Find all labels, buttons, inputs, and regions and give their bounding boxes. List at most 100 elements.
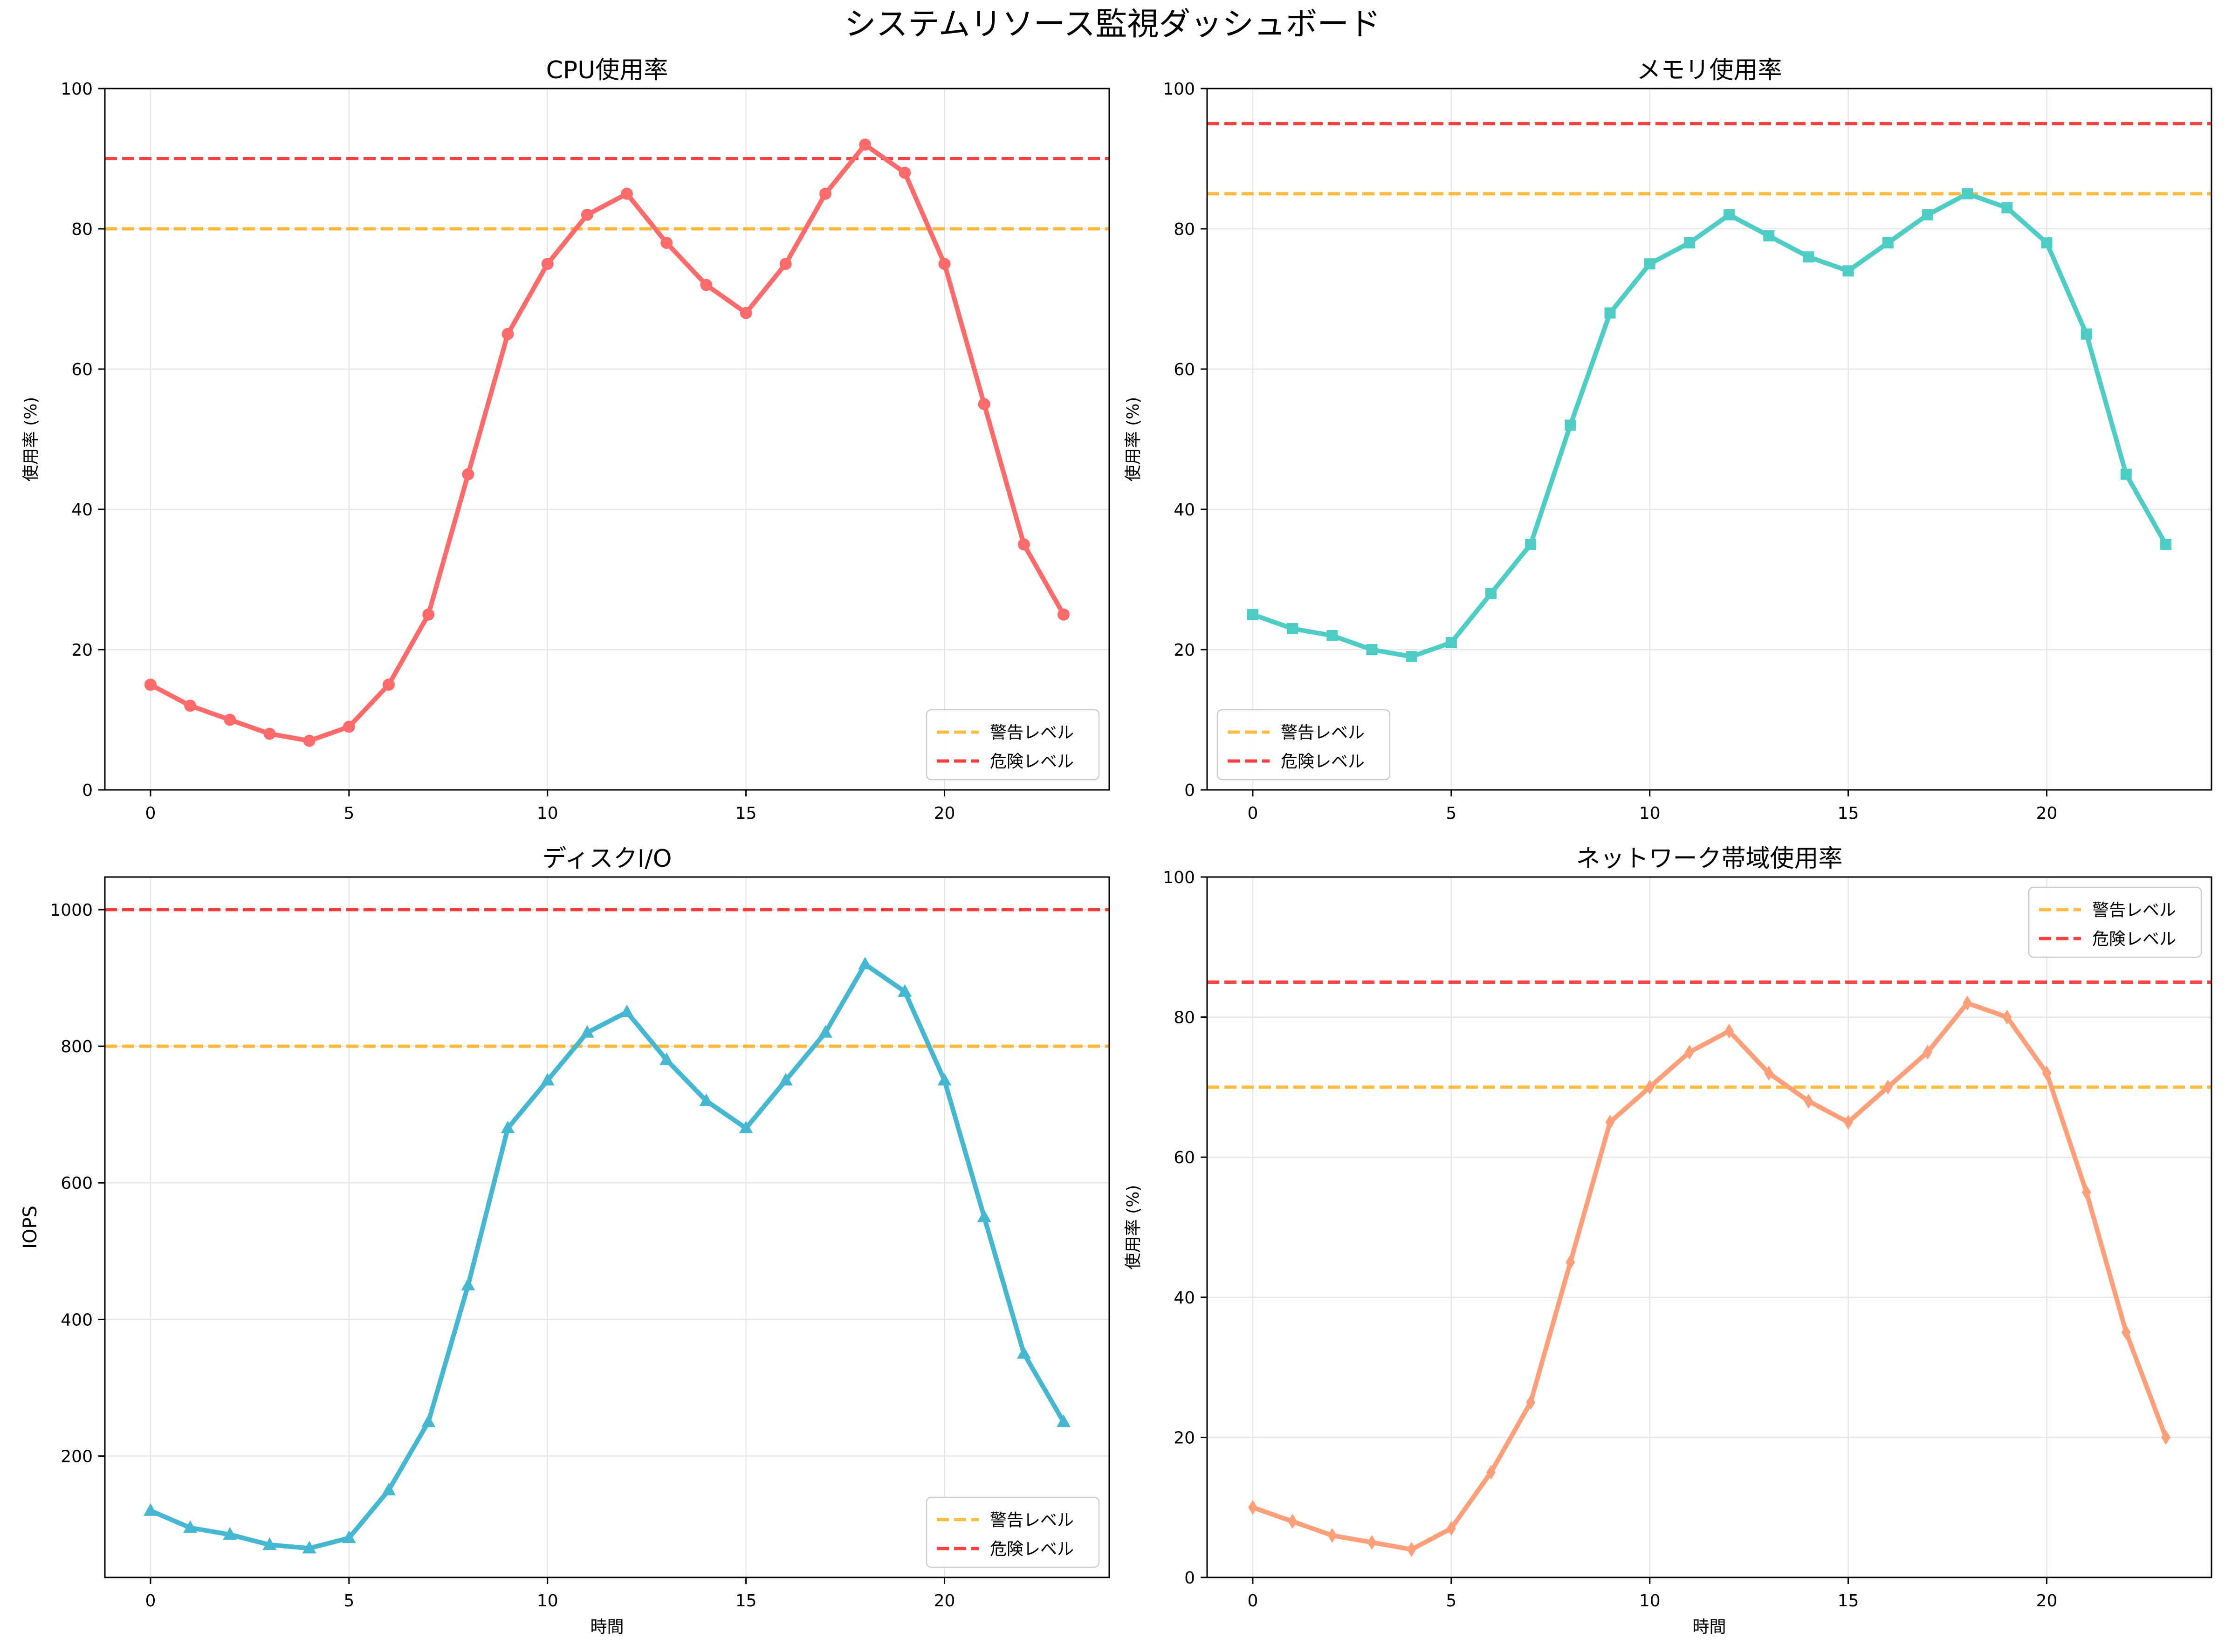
data-point bbox=[2041, 237, 2053, 249]
data-point bbox=[1406, 651, 1417, 663]
data-point bbox=[1843, 1115, 1853, 1130]
x-tick-label: 0 bbox=[145, 1591, 156, 1611]
data-point bbox=[2081, 1185, 2091, 1200]
legend-warning-label: 警告レベル bbox=[990, 1511, 1074, 1530]
x-tick-label: 10 bbox=[537, 1591, 558, 1611]
data-point bbox=[899, 166, 911, 179]
y-axis-label: 使用率 (%) bbox=[21, 397, 41, 482]
data-point bbox=[1922, 209, 1933, 220]
data-point bbox=[343, 720, 355, 733]
axes-frame bbox=[1206, 876, 2212, 1578]
x-tick-label: 20 bbox=[934, 1591, 955, 1611]
data-point bbox=[819, 187, 831, 200]
y-axis-label: 使用率 (%) bbox=[1124, 1185, 1143, 1270]
data-point bbox=[1923, 1044, 1932, 1060]
data-point bbox=[937, 1073, 952, 1086]
legend-danger-label: 危険レベル bbox=[990, 752, 1074, 771]
data-point bbox=[659, 1052, 674, 1065]
data-point bbox=[1327, 1528, 1337, 1543]
legend-danger-label: 危険レベル bbox=[990, 1540, 1074, 1559]
data-point bbox=[1644, 258, 1655, 270]
dashboard-title: システムリソース監視ダッシュボード bbox=[845, 6, 1381, 43]
legend-danger-label: 危険レベル bbox=[2092, 930, 2176, 949]
data-point bbox=[978, 398, 990, 411]
y-tick-label: 60 bbox=[71, 360, 93, 379]
chart-panel-3: 0 5 10 15 20 200 400 600 800 1000 ディスクI/O IOPS 時間 警告レ… bbox=[20, 845, 1110, 1637]
x-tick-label: 5 bbox=[1446, 1591, 1456, 1611]
data-point bbox=[183, 1520, 198, 1533]
data-point bbox=[1683, 237, 1695, 249]
data-point bbox=[1684, 1044, 1694, 1060]
data-point bbox=[1882, 237, 1894, 249]
x-tick-label: 20 bbox=[2036, 804, 2058, 823]
y-tick-label: 20 bbox=[1174, 1428, 1195, 1447]
y-tick-label: 100 bbox=[61, 80, 93, 99]
data-point bbox=[1367, 1535, 1377, 1550]
data-point bbox=[938, 258, 951, 270]
data-point bbox=[859, 138, 872, 151]
data-point bbox=[382, 1482, 396, 1495]
data-point bbox=[977, 1209, 991, 1222]
data-point bbox=[1566, 1254, 1575, 1270]
y-tick-label: 800 bbox=[61, 1037, 93, 1056]
data-point bbox=[581, 208, 593, 221]
data-point bbox=[2121, 1324, 2131, 1340]
chart-title: CPU使用率 bbox=[546, 56, 668, 84]
data-point bbox=[461, 1278, 475, 1291]
data-point bbox=[2002, 1009, 2012, 1025]
axes-frame bbox=[104, 88, 1110, 791]
data-point bbox=[1446, 1521, 1456, 1536]
data-point bbox=[342, 1530, 356, 1543]
data-point bbox=[660, 237, 673, 249]
data-point bbox=[421, 1414, 436, 1427]
data-point bbox=[1326, 630, 1338, 641]
data-point bbox=[1963, 995, 1972, 1011]
data-point bbox=[1486, 1465, 1496, 1480]
data-point bbox=[1247, 609, 1258, 620]
data-point bbox=[1803, 251, 1814, 263]
x-axis-label: 時間 bbox=[1692, 1618, 1726, 1637]
x-tick-label: 5 bbox=[343, 1591, 354, 1611]
data-point bbox=[1764, 1065, 1774, 1081]
legend-box bbox=[926, 709, 1100, 781]
data-point bbox=[740, 307, 752, 319]
data-point bbox=[1485, 588, 1497, 599]
data-point bbox=[739, 1120, 753, 1133]
data-point bbox=[1724, 1023, 1734, 1039]
data-point bbox=[620, 1004, 634, 1017]
data-point bbox=[1016, 1346, 1031, 1359]
data-point bbox=[383, 679, 395, 691]
series-line bbox=[148, 142, 1066, 743]
chart-title: メモリ使用率 bbox=[1636, 56, 1782, 84]
legend-danger-label: 危険レベル bbox=[1281, 752, 1365, 771]
series-line bbox=[1250, 1001, 2169, 1552]
data-point bbox=[1962, 188, 1973, 199]
data-point bbox=[1883, 1079, 1893, 1095]
axes-frame bbox=[1206, 88, 2212, 791]
y-tick-label: 80 bbox=[71, 220, 93, 239]
data-point bbox=[143, 1503, 158, 1516]
data-point bbox=[1724, 209, 1735, 220]
y-tick-label: 40 bbox=[71, 500, 93, 520]
data-point bbox=[223, 1527, 237, 1540]
data-point bbox=[262, 1537, 277, 1550]
y-tick-label: 200 bbox=[61, 1447, 93, 1466]
data-point bbox=[302, 1541, 316, 1554]
x-tick-label: 0 bbox=[1248, 1591, 1258, 1611]
legend-box bbox=[2028, 886, 2202, 958]
data-point bbox=[422, 608, 435, 621]
data-point bbox=[1842, 265, 1854, 277]
x-tick-label: 5 bbox=[1446, 804, 1456, 823]
y-tick-label: 400 bbox=[61, 1310, 93, 1330]
data-point bbox=[2160, 539, 2172, 550]
data-point bbox=[501, 1120, 515, 1133]
x-tick-label: 0 bbox=[1248, 804, 1258, 823]
y-tick-label: 40 bbox=[1174, 1289, 1195, 1308]
data-point bbox=[1526, 1395, 1536, 1410]
data-point bbox=[779, 258, 792, 270]
y-tick-label: 20 bbox=[71, 641, 93, 660]
